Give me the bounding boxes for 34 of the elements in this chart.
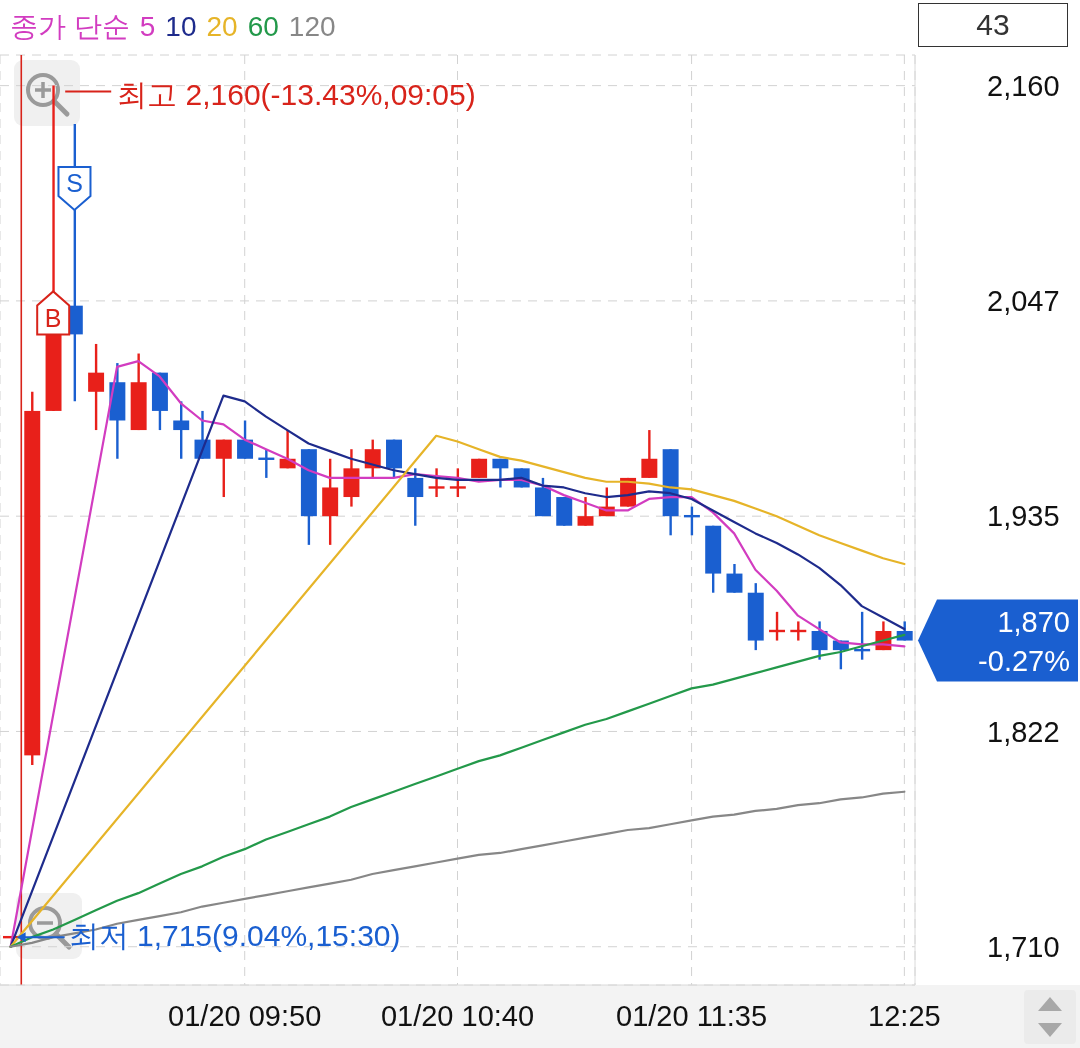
candlestick (215, 438, 232, 499)
y-tick-label: 1,935 (987, 500, 1060, 533)
text: -0.27% (978, 644, 1070, 677)
candlestick (237, 419, 254, 460)
candlestick (449, 467, 466, 499)
x-tick-label: 01/20 10:40 (380, 999, 535, 1032)
x-tick-label: 12:25 (868, 999, 941, 1032)
text: 10 (165, 11, 197, 43)
candlestick (492, 457, 509, 489)
y-tick-label: 1,710 (987, 931, 1060, 964)
y-tick-label: 1,822 (987, 715, 1060, 748)
annotation: 최고 2,160(-13.43%,09:05) (117, 77, 476, 111)
y-tick-label: 2,047 (987, 285, 1060, 318)
candlestick (173, 400, 190, 460)
candlestick (407, 467, 424, 527)
annotation: B (44, 304, 62, 333)
text: 20 (206, 11, 238, 43)
candlestick (88, 342, 105, 432)
candlestick (641, 428, 658, 480)
legend-title: 종가 단순 (10, 10, 130, 44)
text: 1,870 (997, 605, 1070, 638)
candlestick (726, 562, 743, 594)
candlestick (811, 620, 828, 661)
candlestick (577, 495, 594, 527)
y-tick-label: 2,160 (987, 69, 1060, 102)
text: 60 (247, 11, 279, 43)
text: 43 (976, 8, 1010, 42)
text: 120 (288, 11, 336, 43)
candlestick (428, 467, 445, 499)
x-tick-label: 01/20 11:35 (616, 999, 768, 1032)
text: 5 (139, 11, 156, 43)
x-tick-label: 01/20 09:50 (168, 999, 322, 1032)
annotation: S (66, 169, 83, 197)
annotation: 최저 1,715(9.04%,15:30) (68, 918, 401, 952)
